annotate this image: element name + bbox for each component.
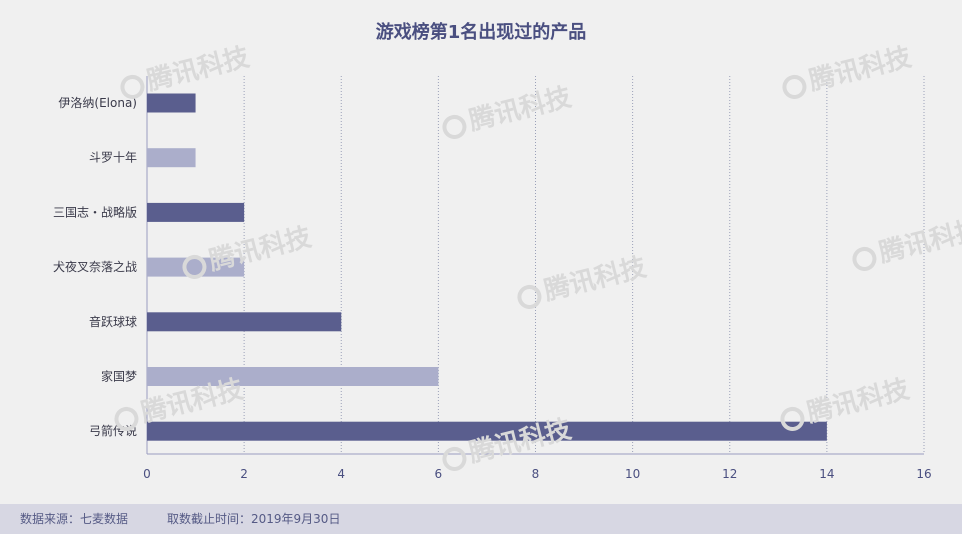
bar <box>147 421 827 441</box>
x-tick-label: 2 <box>240 467 248 481</box>
x-tick-label: 8 <box>532 467 540 481</box>
chart-title: 游戏榜第1名出现过的产品 <box>375 22 587 43</box>
data-source-note: 数据来源：七麦数据 <box>20 512 129 526</box>
category-label: 伊洛纳(Elona) <box>58 95 137 110</box>
bar <box>147 312 342 332</box>
bar <box>147 93 196 113</box>
bar <box>147 257 245 277</box>
category-label: 斗罗十年 <box>89 151 137 165</box>
x-tick-label: 4 <box>337 467 345 481</box>
bar <box>147 148 196 168</box>
footer-bar: 数据来源：七麦数据 取数截止时间：2019年9月30日 <box>0 504 962 534</box>
bar <box>147 367 439 386</box>
bar <box>147 202 245 222</box>
x-tick-label: 12 <box>722 467 737 481</box>
category-label: 音跃球球 <box>89 314 137 329</box>
category-label: 犬夜叉奈落之战 <box>53 259 137 274</box>
category-label: 三国志・战略版 <box>53 204 137 219</box>
x-tick-label: 0 <box>143 467 151 481</box>
x-tick-label: 6 <box>435 467 443 481</box>
x-tick-label: 14 <box>819 467 834 481</box>
bar-chart: 0 2 4 6 8 10 12 14 16 伊洛纳(Elona) 斗罗十年三国志・战略版犬夜叉奈落之… <box>53 76 932 481</box>
category-label: 家国梦 <box>101 369 137 384</box>
x-tick-label: 10 <box>625 467 640 481</box>
category-label: 弓箭传说 <box>89 423 137 438</box>
cutoff-date-note: 取数截止时间：2019年9月30日 <box>167 512 341 526</box>
x-tick-label: 16 <box>916 467 931 481</box>
